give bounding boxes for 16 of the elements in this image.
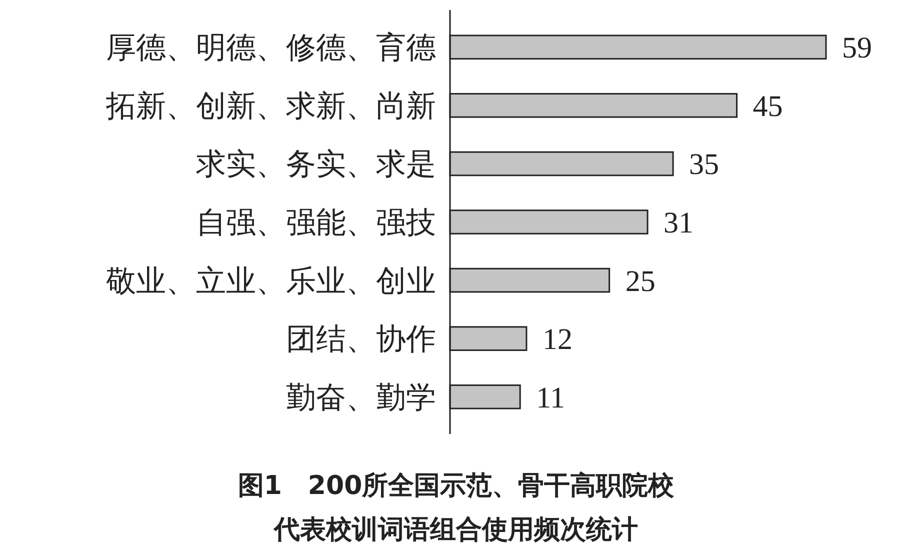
data-label: 12: [542, 323, 572, 356]
text: 图1 200所全国示范、骨干高职院校: [238, 471, 676, 501]
text: 代表校训词语组合使用频次统计: [273, 515, 638, 545]
data-label: 45: [752, 90, 783, 123]
y-tick-label: 勤奋、勤学: [286, 381, 436, 414]
data-label: 59: [842, 32, 872, 65]
y-tick-label: 团结、协作: [286, 323, 436, 356]
y-tick-label: 厚德、明德、修德、育德: [106, 32, 436, 65]
y-tick-label: 敬业、立业、乐业、创业: [106, 264, 436, 298]
y-tick-label: 自强、强能、强技: [196, 206, 436, 240]
data-label: 11: [536, 381, 565, 414]
data-label: 31: [664, 206, 694, 240]
data-label: 35: [689, 148, 720, 182]
y-tick-label: 求实、务实、求是: [196, 148, 436, 182]
y-tick-label: 拓新、创新、求新、尚新: [105, 90, 436, 123]
data-label: 25: [625, 264, 656, 298]
